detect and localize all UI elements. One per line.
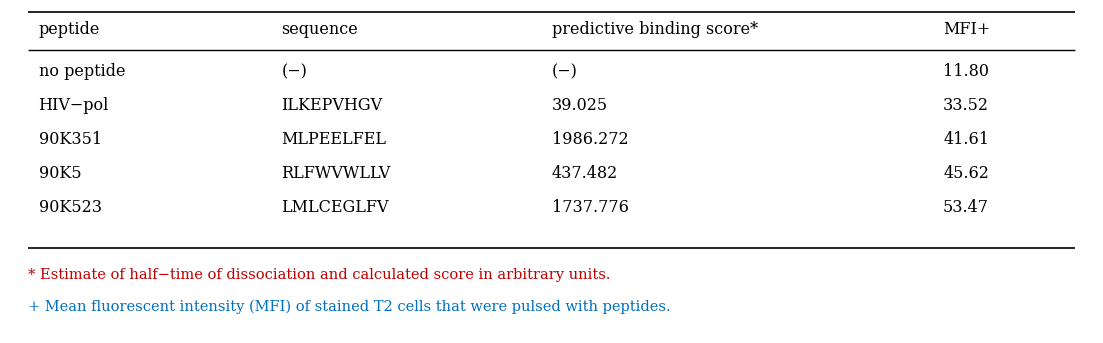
Text: HIV−pol: HIV−pol	[39, 97, 109, 115]
Text: (−): (−)	[281, 63, 307, 81]
Text: 39.025: 39.025	[552, 97, 608, 115]
Text: MLPEELFEL: MLPEELFEL	[281, 131, 386, 149]
Text: MFI+: MFI+	[943, 22, 990, 38]
Text: 53.47: 53.47	[943, 200, 989, 216]
Text: 437.482: 437.482	[552, 166, 618, 182]
Text: sequence: sequence	[281, 22, 358, 38]
Text: RLFWVWLLV: RLFWVWLLV	[281, 166, 390, 182]
Text: + Mean fluorescent intensity (MFI) of stained T2 cells that were pulsed with pep: + Mean fluorescent intensity (MFI) of st…	[28, 300, 671, 315]
Text: 41.61: 41.61	[943, 131, 989, 149]
Text: 11.80: 11.80	[943, 63, 989, 81]
Text: 90K351: 90K351	[39, 131, 101, 149]
Text: 33.52: 33.52	[943, 97, 989, 115]
Text: peptide: peptide	[39, 22, 100, 38]
Text: predictive binding score*: predictive binding score*	[552, 22, 758, 38]
Text: 45.62: 45.62	[943, 166, 989, 182]
Text: ILKEPVHGV: ILKEPVHGV	[281, 97, 383, 115]
Text: 1986.272: 1986.272	[552, 131, 628, 149]
Text: no peptide: no peptide	[39, 63, 125, 81]
Text: * Estimate of half−time of dissociation and calculated score in arbitrary units.: * Estimate of half−time of dissociation …	[28, 268, 610, 282]
Text: 90K523: 90K523	[39, 200, 101, 216]
Text: 1737.776: 1737.776	[552, 200, 629, 216]
Text: 90K5: 90K5	[39, 166, 82, 182]
Text: (−): (−)	[552, 63, 577, 81]
Text: LMLCEGLFV: LMLCEGLFV	[281, 200, 388, 216]
